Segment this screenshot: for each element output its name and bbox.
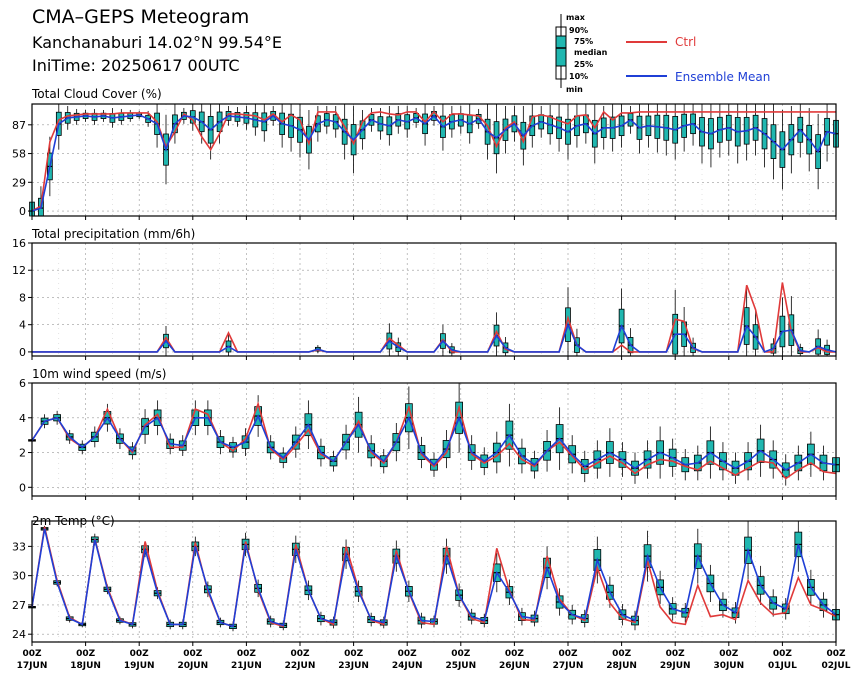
x-tick-hour: 00Z xyxy=(130,649,150,659)
x-tick-hour: 00Z xyxy=(344,649,364,659)
x-tick-date: 25JUN xyxy=(445,661,476,671)
x-tick-hour: 00Z xyxy=(773,649,793,659)
y-tick-label: 24 xyxy=(12,628,26,641)
init-time-label: IniTime: 20250617 00UTC xyxy=(32,56,240,75)
x-tick-date: 02JUL xyxy=(822,661,851,671)
x-tick-hour: 00Z xyxy=(505,649,525,659)
box-whisker xyxy=(824,339,830,356)
panel-title: Total precipitation (mm/6h) xyxy=(31,227,195,241)
x-tick-hour: 00Z xyxy=(612,649,632,659)
y-tick-label: 8 xyxy=(19,291,26,304)
ensemble-mean-series-line xyxy=(31,528,837,628)
x-tick-date: 26JUN xyxy=(499,661,530,671)
y-tick-label: 0 xyxy=(19,346,26,359)
x-tick-date: 22JUN xyxy=(285,661,316,671)
box-whisker xyxy=(261,104,268,142)
x-tick-date: 27JUN xyxy=(553,661,584,671)
ctrl-series-line xyxy=(31,401,837,480)
box-whisker xyxy=(279,104,285,148)
box-whisker xyxy=(699,104,705,164)
ensemble-mean-series-line xyxy=(31,114,837,212)
y-tick-label: 4 xyxy=(19,412,26,425)
y-tick-label: 6 xyxy=(19,377,26,390)
y-tick-label: 2 xyxy=(19,447,26,460)
y-tick-label: 0 xyxy=(19,481,26,494)
x-tick-hour: 00Z xyxy=(558,649,578,659)
x-tick-hour: 00Z xyxy=(290,649,310,659)
panel-frame xyxy=(31,242,837,357)
y-tick-label: 30 xyxy=(12,570,26,583)
x-tick-hour: 00Z xyxy=(76,649,96,659)
x-tick-hour: 00Z xyxy=(826,649,846,659)
panel-0: Total Cloud Cover (%) 0 29 58 87 xyxy=(12,87,839,220)
panel-frame xyxy=(31,520,837,643)
y-tick-label: 87 xyxy=(12,119,26,132)
panel-title: 10m wind speed (m/s) xyxy=(32,367,166,381)
x-tick-hour: 00Z xyxy=(22,649,42,659)
box-whisker xyxy=(493,104,500,174)
box-whisker xyxy=(422,104,428,146)
ensemble-mean-series-line xyxy=(32,322,837,353)
box-whisker xyxy=(734,104,741,164)
y-tick-label: 58 xyxy=(12,148,26,161)
panel-title: Total Cloud Cover (%) xyxy=(31,87,162,101)
y-tick-label: 27 xyxy=(12,599,26,612)
x-tick-date: 23JUN xyxy=(338,661,369,671)
panel-frame xyxy=(31,382,837,497)
x-tick-date: 21JUN xyxy=(231,661,262,671)
ctrl-series-line xyxy=(31,110,836,212)
box-whisker xyxy=(708,104,714,168)
x-tick-date: 29JUN xyxy=(660,661,691,671)
y-tick-label: 4 xyxy=(19,319,26,332)
box-whisker xyxy=(779,297,786,356)
x-tick-date: 01JUL xyxy=(768,661,797,671)
x-tick-hour: 00Z xyxy=(398,649,418,659)
box-whisker xyxy=(815,329,821,356)
location-label: Kanchanaburi 14.02°N 99.54°E xyxy=(32,33,283,52)
x-tick-date: 17JUN xyxy=(17,661,48,671)
box-whisker xyxy=(681,306,687,356)
y-tick-label: 16 xyxy=(12,237,26,250)
x-tick-date: 24JUN xyxy=(392,661,423,671)
y-tick-label: 0 xyxy=(19,205,26,218)
x-tick-date: 30JUN xyxy=(713,661,744,671)
x-tick-date: 28JUN xyxy=(606,661,637,671)
y-tick-label: 12 xyxy=(12,264,26,277)
ctrl-series-line xyxy=(32,282,836,353)
x-tick-date: 20JUN xyxy=(177,661,208,671)
ensemble-mean-series-line xyxy=(31,414,837,471)
x-tick-hour: 00Z xyxy=(237,649,257,659)
panel-frame xyxy=(31,103,837,217)
panel-1: Total precipitation (mm/6h) 0 4 8 12 16 xyxy=(12,227,837,360)
x-tick-hour: 00Z xyxy=(666,649,686,659)
x-tick-date: 18JUN xyxy=(70,661,101,671)
x-tick-hour: 00Z xyxy=(719,649,739,659)
panel-2: 10m wind speed (m/s) 0 2 4 6 xyxy=(19,367,840,500)
box-whisker xyxy=(207,104,214,160)
page-title: CMA–GEPS Meteogram xyxy=(32,6,250,28)
x-tick-date: 19JUN xyxy=(124,661,155,671)
box-whisker xyxy=(288,104,294,152)
x-tick-hour: 00Z xyxy=(183,649,203,659)
x-tick-hour: 00Z xyxy=(451,649,471,659)
y-tick-label: 29 xyxy=(12,176,26,189)
y-tick-label: 33 xyxy=(12,540,26,553)
